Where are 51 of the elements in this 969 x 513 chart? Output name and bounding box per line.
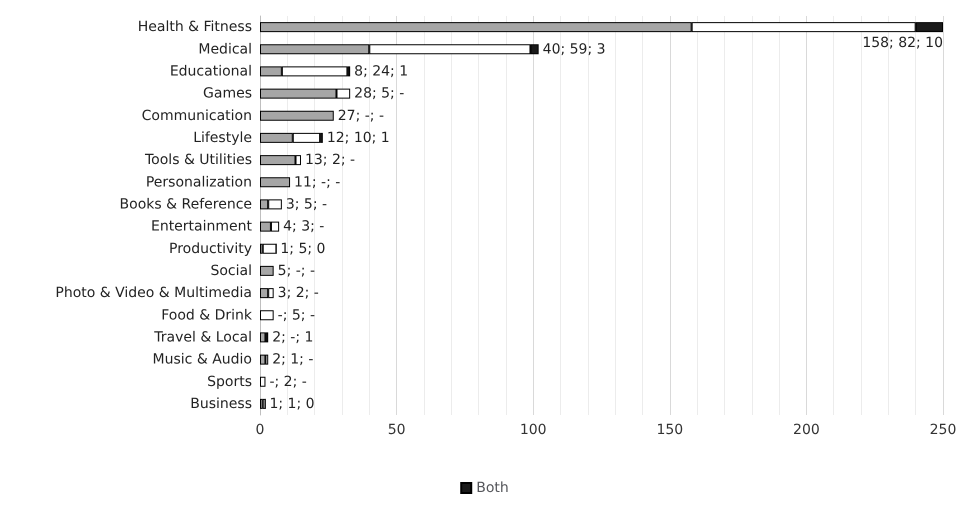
total-label: 27; -; - xyxy=(338,108,384,124)
y-tick-label: Medical xyxy=(198,41,252,58)
total-label: 1; 1; 0 xyxy=(269,396,315,412)
y-tick-label: Music & Audio xyxy=(152,352,252,368)
y-tick-label: Business xyxy=(190,396,252,412)
total-label: 2; -; 1 xyxy=(272,329,314,346)
bar xyxy=(260,332,266,342)
y-tick-label: Personalization xyxy=(146,174,252,190)
total-label: 158; 82; 10 xyxy=(862,35,943,52)
total-label: 13; 2; - xyxy=(304,152,356,168)
total-label: 5; -; - xyxy=(278,262,316,279)
bar xyxy=(260,110,334,121)
total-label: 11; -; - xyxy=(294,174,340,190)
x-tick-label: 0 xyxy=(256,422,264,438)
y-tick-label: Photo & Video & Multimedia xyxy=(55,285,252,302)
y-tick-label: Sports xyxy=(207,374,252,390)
y-tick-label: Health & Fitness xyxy=(138,19,252,36)
y-tick-label: Tools & Utilities xyxy=(144,152,252,168)
bar xyxy=(262,244,276,254)
total-label: 4; 3; - xyxy=(283,218,324,235)
y-tick-label: Travel & Local xyxy=(153,329,252,346)
total-label: 12; 10; 1 xyxy=(326,130,390,146)
y-tick-label: Entertainment xyxy=(150,218,252,235)
y-tick-label: Communication xyxy=(142,108,252,124)
total-label: 2; 1; - xyxy=(272,352,314,368)
total-label: 28; 5; - xyxy=(354,86,404,102)
x-tick-label: 50 xyxy=(388,422,406,438)
total-label: -; 5; - xyxy=(278,307,316,324)
bar xyxy=(260,310,274,320)
x-tick-label: 200 xyxy=(793,422,820,438)
total-label: 8; 24; 1 xyxy=(354,63,408,80)
y-tick-label: Books & Reference xyxy=(120,196,252,212)
bar xyxy=(260,376,266,387)
total-label: 3; 2; - xyxy=(278,285,319,302)
total-label: 40; 59; 3 xyxy=(542,41,606,58)
bar xyxy=(260,266,274,276)
y-tick-label: Productivity xyxy=(169,240,252,257)
total-label: -; 2; - xyxy=(269,374,307,390)
y-tick-label: Food & Drink xyxy=(161,307,253,324)
x-tick-label: 100 xyxy=(520,422,547,438)
y-tick-label: Lifestyle xyxy=(193,130,252,146)
x-tick-label: 150 xyxy=(656,422,684,438)
bar xyxy=(260,177,290,188)
y-tick-label: Social xyxy=(210,262,252,279)
x-tick-label: 250 xyxy=(930,422,956,438)
y-tick-label: Educational xyxy=(170,63,252,80)
total-label: 3; 5; - xyxy=(286,196,328,212)
legend-label: Both xyxy=(476,480,509,496)
bar xyxy=(260,354,266,365)
total-label: 1; 5; 0 xyxy=(280,240,326,257)
y-tick-label: Games xyxy=(203,86,252,102)
